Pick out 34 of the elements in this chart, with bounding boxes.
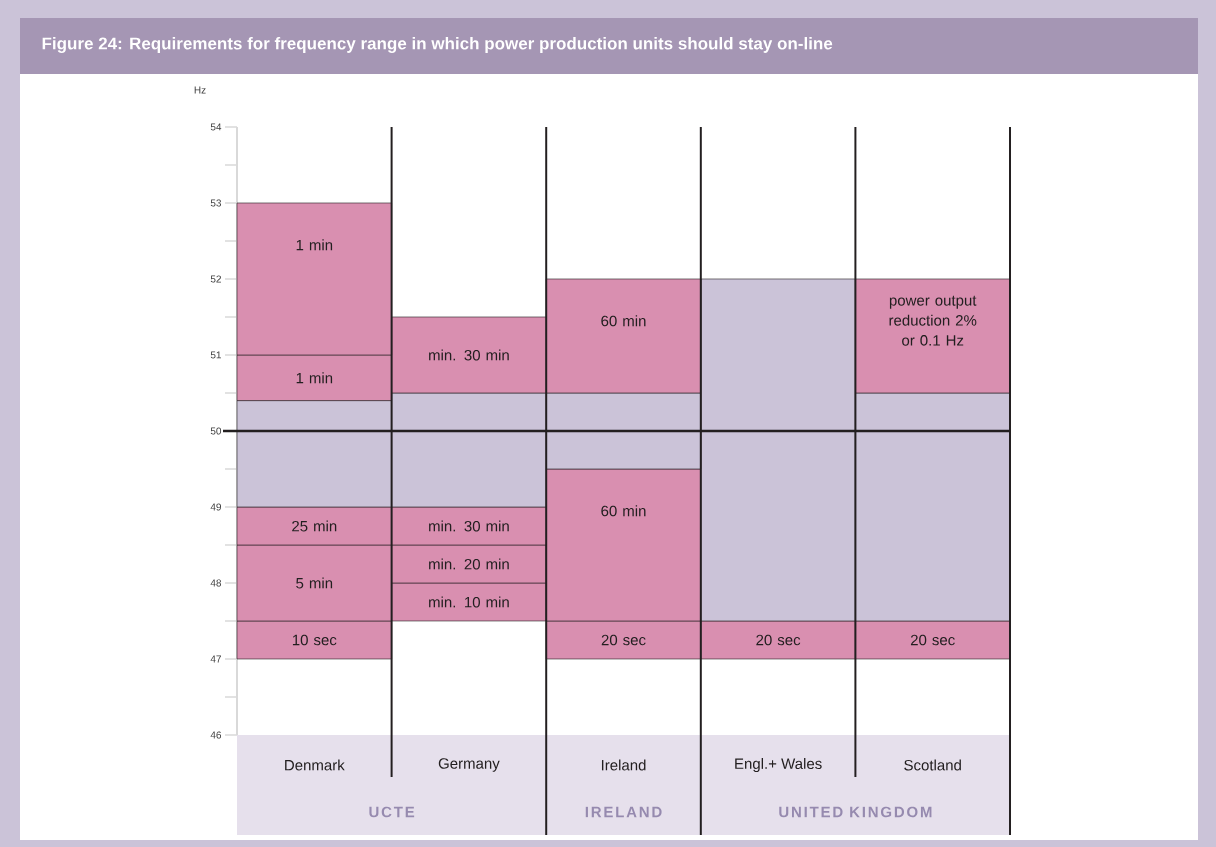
y-tick-label: 46 (210, 731, 222, 739)
y-tick-label: 50 (210, 427, 222, 435)
x-tick-label: Ireland (601, 759, 646, 771)
annotation: 20 sec (910, 634, 955, 646)
text: UCTE (369, 806, 415, 818)
annotation: 5 min (296, 577, 333, 589)
text: UNITED KINGDOM (779, 806, 932, 818)
annotation: min. 30 min (429, 520, 509, 532)
chart-title: Figure 24: Requirements for frequency range in which power production units should stay on-line (42, 37, 833, 53)
y-axis-title: Hz (194, 86, 206, 94)
x-tick-label: Engl.+ Wales (735, 757, 822, 772)
y-tick-label: 54 (210, 123, 222, 131)
annotation: 1 min (296, 239, 333, 251)
annotation: 60 min (601, 505, 646, 517)
annotation: 60 min (601, 315, 646, 327)
annotation: 20 sec (756, 634, 801, 646)
annotation: min. 30 min (429, 349, 509, 361)
y-tick-label: 51 (210, 351, 221, 359)
annotation: min. 20 min (429, 558, 509, 570)
annotation: power output reduction 2% or 0.1 Hz (889, 295, 977, 346)
y-tick-label: 52 (210, 275, 221, 283)
text: IRELAND (585, 806, 662, 818)
y-tick-label: 47 (210, 655, 221, 663)
annotation: 1 min (296, 372, 333, 384)
annotation: 25 min (292, 520, 337, 532)
annotation: 10 sec (292, 634, 337, 646)
annotation: 20 sec (601, 634, 646, 646)
x-tick-label: Denmark (285, 759, 345, 771)
x-tick-label: Scotland (904, 759, 961, 771)
annotation: min. 10 min (429, 596, 509, 608)
x-tick-label: Germany (438, 758, 500, 772)
y-tick-label: 53 (210, 199, 222, 207)
y-tick-label: 48 (210, 579, 222, 587)
y-tick-label: 49 (210, 503, 222, 511)
